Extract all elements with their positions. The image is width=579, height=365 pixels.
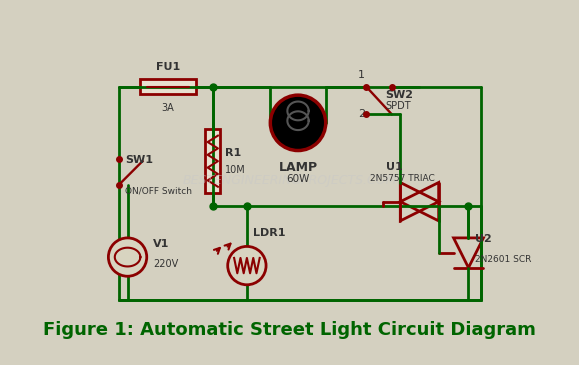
Text: BESTENGINEERINGPROJECTS.COM: BESTENGINEERINGPROJECTS.COM (182, 174, 397, 187)
Text: ON/OFF Switch: ON/OFF Switch (126, 186, 192, 195)
Text: 60W: 60W (287, 174, 310, 184)
Text: LDR1: LDR1 (253, 228, 286, 238)
Text: U1: U1 (386, 162, 402, 172)
Text: U2: U2 (475, 234, 492, 244)
Text: SPDT: SPDT (386, 101, 411, 111)
Text: SW2: SW2 (386, 90, 413, 100)
Bar (205, 129, 221, 193)
Text: 220V: 220V (153, 259, 178, 269)
Text: 3A: 3A (162, 103, 174, 113)
Text: 10M: 10M (225, 165, 245, 175)
Text: R1: R1 (225, 148, 241, 158)
Text: SW1: SW1 (126, 155, 153, 165)
Text: 2: 2 (358, 109, 365, 119)
Circle shape (228, 246, 266, 285)
Text: LAMP: LAMP (278, 161, 318, 174)
Text: 2N5757 TRIAC: 2N5757 TRIAC (370, 173, 435, 182)
Bar (140, 79, 196, 94)
Circle shape (108, 238, 146, 276)
Circle shape (270, 95, 326, 150)
Text: 2N2601 SCR: 2N2601 SCR (475, 255, 532, 264)
Text: 1: 1 (358, 70, 365, 80)
Text: Figure 1: Automatic Street Light Circuit Diagram: Figure 1: Automatic Street Light Circuit… (43, 320, 536, 338)
Text: V1: V1 (153, 239, 170, 249)
Text: FU1: FU1 (156, 62, 180, 72)
